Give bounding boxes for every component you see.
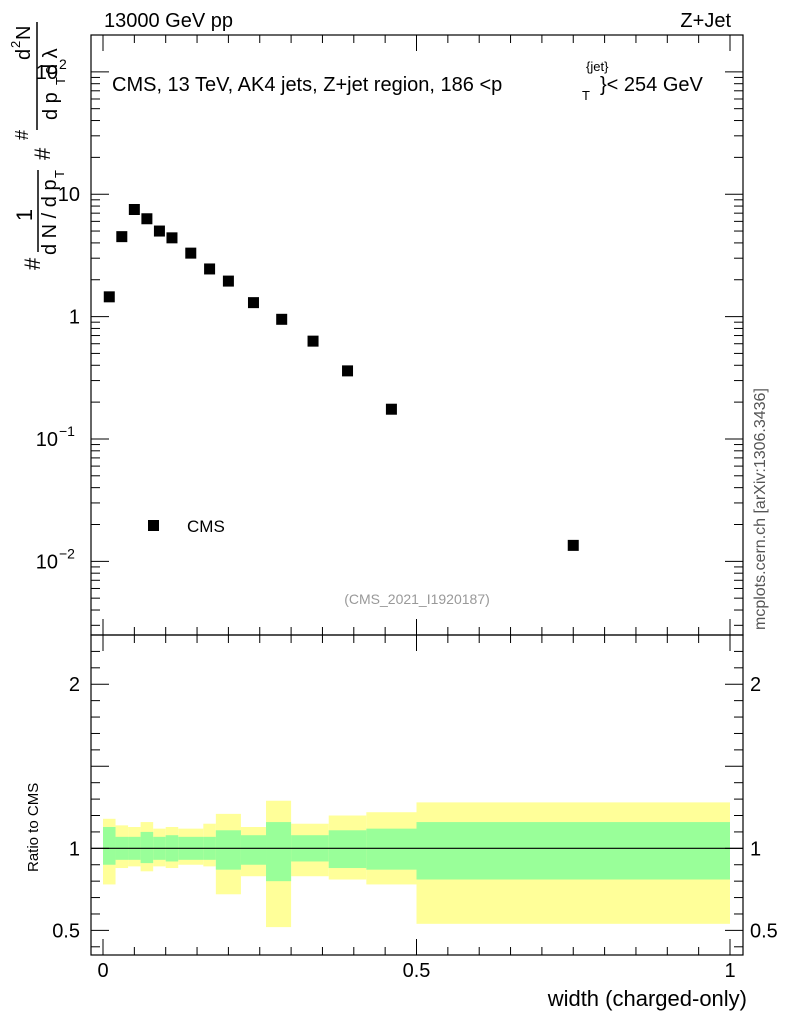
svg-text:#: # — [12, 130, 32, 140]
cms-data-points — [103, 203, 579, 551]
svg-text:CMS, 13 TeV, AK4 jets, Z+jet r: CMS, 13 TeV, AK4 jets, Z+jet region, 186… — [112, 74, 502, 96]
data-point — [166, 232, 178, 244]
svg-text:T: T — [53, 77, 68, 85]
data-point — [276, 313, 288, 325]
stat-band-bin — [328, 830, 367, 869]
svg-text:2: 2 — [8, 41, 23, 48]
x-tick-label: 0.5 — [403, 960, 431, 982]
data-point — [307, 335, 319, 347]
y-tick-label-base: 10 — [58, 184, 80, 206]
y-tick-label: 1 — [69, 307, 80, 329]
ratio-bands — [91, 800, 743, 928]
ratio-y-tick-label-left: 0.5 — [52, 920, 80, 942]
svg-text:d λ: d λ — [40, 48, 62, 75]
main-y-axis-label: # 1 d N / d p T # # d 2 N d p T d λ — [8, 22, 68, 270]
data-point — [185, 247, 197, 259]
energy-label: 13000 GeV pp — [104, 10, 233, 32]
svg-text:#: # — [20, 257, 45, 270]
main-title: CMS, 13 TeV, AK4 jets, Z+jet region, 186… — [112, 59, 704, 103]
x-tick-label: 0 — [97, 960, 108, 982]
ratio-y-tick-label-right: 1 — [750, 838, 761, 860]
y-tick-label-base: 10 — [36, 62, 58, 84]
svg-text:#: # — [30, 147, 55, 160]
ratio-y-axis-label: Ratio to CMS — [25, 783, 42, 872]
y-tick-label: 10 — [58, 184, 80, 206]
data-point — [385, 403, 397, 415]
legend: CMS — [148, 517, 225, 536]
data-point — [128, 203, 140, 215]
data-point — [103, 291, 115, 303]
data-point — [204, 263, 216, 275]
ratio-y-tick-label-left: 1 — [69, 838, 80, 860]
stat-band-bin — [140, 831, 154, 864]
ratio-y-tick-label-right: 2 — [750, 674, 761, 696]
title-subscript: T — [582, 88, 590, 103]
y-tick-label: 10 −1 — [36, 423, 75, 451]
svg-text:d N / d p: d N / d p — [39, 179, 61, 255]
stat-band-bin — [416, 822, 730, 880]
main-panel-frame — [90, 34, 744, 636]
ratio-y-tick-label-left: 2 — [69, 674, 80, 696]
y-tick-label-base: 10 — [36, 429, 58, 451]
y-tick-label-exponent: −2 — [59, 545, 75, 561]
y-tick-label-base: 10 — [36, 551, 58, 573]
main-frame-box — [90, 34, 744, 636]
title-tail: }< 254 GeV — [600, 74, 704, 96]
stat-band-bin — [103, 827, 116, 865]
ratio-panel-ticks — [91, 635, 743, 955]
svg-text:N: N — [13, 26, 35, 40]
x-axis-label: width (charged-only) — [547, 986, 747, 1011]
y-tick-label-exponent: −1 — [59, 423, 75, 439]
data-point — [567, 539, 579, 551]
data-point — [153, 225, 165, 237]
svg-text:1: 1 — [12, 209, 37, 221]
stat-band-bin — [266, 822, 292, 882]
analysis-id-annotation: (CMS_2021_I1920187) — [344, 591, 490, 607]
y-tick-label-base: 1 — [69, 307, 80, 329]
data-point — [342, 365, 354, 377]
y-tick-label-exponent: 2 — [59, 56, 67, 72]
data-point — [141, 213, 153, 225]
title-superscript: {jet} — [586, 59, 609, 74]
stat-band-bin — [215, 830, 241, 870]
stat-band-bin — [366, 828, 417, 870]
svg-text:T: T — [52, 170, 67, 178]
svg-text:d p: d p — [40, 92, 62, 120]
ratio-tick-labels: 0.5 0.5 1 1 2 2 0 0.5 1 — [52, 674, 778, 982]
legend-marker — [148, 520, 159, 531]
data-point — [116, 231, 128, 243]
y-tick-label: 10 2 — [36, 56, 67, 84]
main-panel-ticks — [91, 34, 743, 635]
ratio-y-tick-label-right: 0.5 — [750, 920, 778, 942]
stat-band-bin — [240, 835, 267, 865]
process-label: Z+Jet — [680, 10, 731, 32]
x-tick-label: 1 — [724, 960, 735, 982]
legend-label: CMS — [187, 517, 225, 536]
data-point — [247, 297, 259, 309]
data-point — [222, 275, 234, 287]
y-tick-label: 10 −2 — [36, 545, 75, 573]
svg-text:d: d — [13, 49, 35, 60]
side-label: mcplots.cern.ch [arXiv:1306.3436] — [752, 388, 769, 630]
